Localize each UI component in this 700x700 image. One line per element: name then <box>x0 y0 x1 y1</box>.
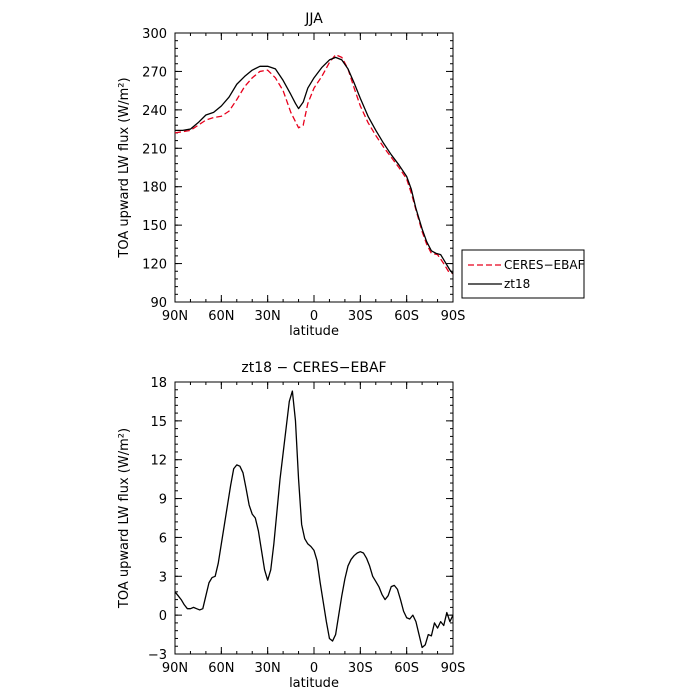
y-tick-label: −3 <box>148 648 167 663</box>
x-tick-label: 90N <box>162 661 188 676</box>
y-tick-label: 150 <box>142 219 167 234</box>
x-tick-label: 60N <box>208 661 234 676</box>
chart-title: JJA <box>304 11 323 27</box>
y-axis-title: TOA upward LW flux (W/m²) <box>117 428 132 609</box>
x-tick-label: 30N <box>255 309 281 324</box>
y-tick-label: 9 <box>159 493 167 508</box>
y-tick-label: 210 <box>142 142 167 157</box>
x-tick-label: 0 <box>310 309 318 324</box>
x-tick-label: 60S <box>394 661 419 676</box>
y-tick-label: 120 <box>142 258 167 273</box>
y-tick-label: 90 <box>150 296 167 311</box>
top-panel: 90N 60N 30N 0 30S 60S 90S 90 120 150 180 210 240 270 3… <box>117 11 585 339</box>
x-tick-label: 60S <box>394 309 419 324</box>
series-line <box>174 54 454 275</box>
y-tick-label: 180 <box>142 181 167 196</box>
x-tick-label: 90S <box>441 309 466 324</box>
y-tick-label: 3 <box>159 570 167 585</box>
y-tick-label: 240 <box>142 104 167 119</box>
y-tick-label: 15 <box>150 415 167 430</box>
y-tick-label: 0 <box>159 609 167 624</box>
legend-label: zt18 <box>504 277 530 291</box>
chart-title: zt18 − CERES−EBAF <box>241 360 386 376</box>
y-tick-label: 6 <box>159 531 167 546</box>
plot-frame <box>174 381 454 655</box>
legend-label: CERES−EBAF <box>504 258 585 272</box>
x-axis-title: latitude <box>289 676 339 691</box>
y-tick-label: 270 <box>142 65 167 80</box>
y-tick-label: 300 <box>142 27 167 42</box>
y-tick-label: 12 <box>150 454 167 469</box>
series-line <box>174 390 454 649</box>
x-tick-label: 30S <box>348 661 373 676</box>
legend-box <box>461 249 585 299</box>
y-axis-title: TOA upward LW flux (W/m²) <box>117 77 132 258</box>
plot-frame <box>174 32 454 303</box>
x-tick-label: 0 <box>310 661 318 676</box>
x-tick-label: 30N <box>255 661 281 676</box>
x-tick-label: 90N <box>162 309 188 324</box>
y-tick-label: 18 <box>150 376 167 391</box>
series-line <box>175 56 454 275</box>
bottom-panel: 90N 60N 30N 0 30S 60S 90S −3 0 3 6 9 12 15 18 zt18 − CE… <box>117 360 465 691</box>
x-axis-title: latitude <box>289 324 339 339</box>
x-tick-label: 90S <box>441 661 466 676</box>
x-tick-label: 60N <box>208 309 234 324</box>
x-tick-label: 30S <box>348 309 373 324</box>
